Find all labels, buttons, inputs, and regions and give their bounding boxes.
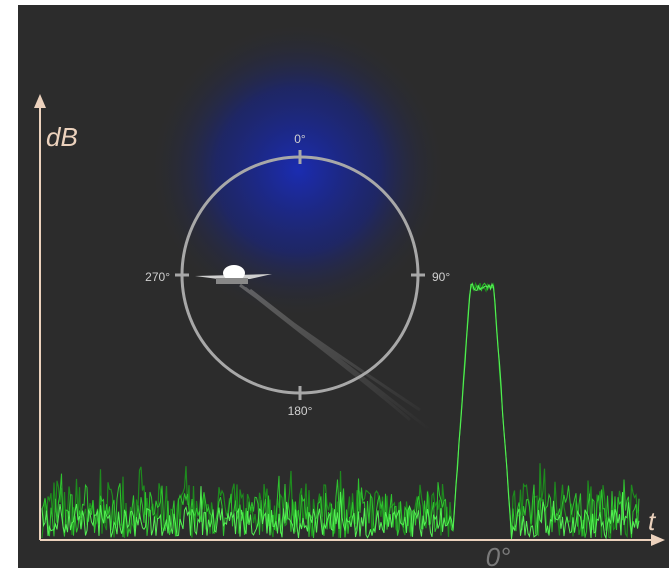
compass-label: 0°: [294, 132, 306, 146]
compass-label: 90°: [432, 270, 450, 284]
page: 0° 90° 180° 270° dB t 0° (() => { const …: [0, 0, 669, 574]
compass-label: 180°: [288, 404, 313, 418]
y-axis-label: dB: [46, 122, 78, 152]
blue-glow: [148, 20, 448, 320]
x-marker: 0°: [486, 542, 511, 572]
scene: 0° 90° 180° 270° dB t 0°: [0, 0, 669, 574]
compass-label: 270°: [145, 270, 170, 284]
